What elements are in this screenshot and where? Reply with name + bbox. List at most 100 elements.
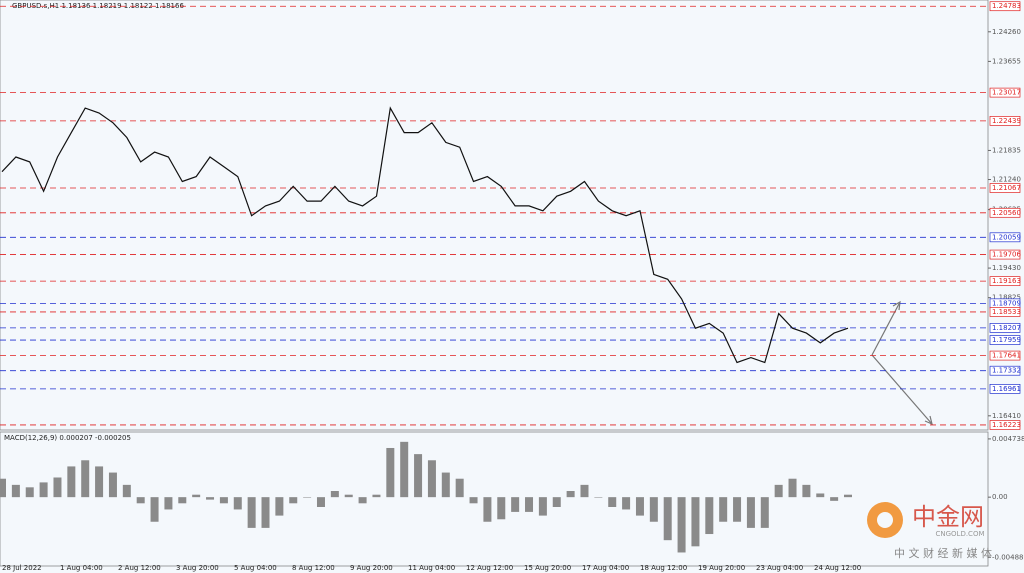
x-tick-label: 23 Aug 04:00 xyxy=(756,564,803,572)
x-tick-label: 8 Aug 12:00 xyxy=(292,564,335,572)
x-tick-label: 19 Aug 20:00 xyxy=(698,564,745,572)
level-label: 1.23017 xyxy=(992,89,1021,97)
macd-bar xyxy=(691,497,700,547)
level-label: 1.17641 xyxy=(992,352,1021,360)
x-tick-label: 5 Aug 04:00 xyxy=(234,564,277,572)
level-box xyxy=(989,276,1021,286)
level-label: 1.21067 xyxy=(992,184,1021,192)
level-box xyxy=(989,420,1021,430)
macd-bar xyxy=(733,497,742,522)
macd-bar xyxy=(441,472,450,498)
macd-bar xyxy=(289,497,298,504)
level-box xyxy=(989,87,1021,98)
macd-bar xyxy=(455,478,464,498)
macd-bar xyxy=(11,484,20,498)
macd-bar xyxy=(178,497,187,504)
macd-bar xyxy=(414,454,423,498)
brand: 中金网 xyxy=(912,503,984,531)
macd-bar xyxy=(164,497,173,510)
level-box xyxy=(989,249,1021,260)
y-tick-label: -0.004889 xyxy=(992,553,1024,561)
price-line xyxy=(1,106,849,364)
level-box xyxy=(989,335,1021,345)
macd-bar xyxy=(802,484,811,498)
x-tick-label: 18 Aug 12:00 xyxy=(640,564,687,572)
macd-bar xyxy=(372,494,381,498)
macd-bar xyxy=(53,477,62,498)
macd-bar xyxy=(67,466,76,498)
macd-bar xyxy=(483,497,492,522)
macd-bar xyxy=(150,497,159,522)
level-label: 1.18533 xyxy=(992,308,1021,316)
macd-bar xyxy=(677,497,686,553)
macd-bar xyxy=(261,497,270,528)
y-tick-label: 1.19430 xyxy=(992,264,1021,272)
macd-bar xyxy=(816,493,825,498)
level-box xyxy=(989,116,1021,126)
macd-bar xyxy=(511,497,520,512)
x-tick-label: 28 Jul 2022 xyxy=(2,564,42,572)
x-tick-label: 24 Aug 12:00 xyxy=(814,564,861,572)
x-tick-label: 15 Aug 20:00 xyxy=(524,564,571,572)
arrows xyxy=(871,300,933,426)
level-box xyxy=(989,323,1021,333)
macd-bar xyxy=(192,494,201,498)
y-tick-label: 0.00 xyxy=(992,493,1008,501)
level-label: 1.20560 xyxy=(992,209,1021,217)
y-tick-label: 1.16410 xyxy=(992,412,1021,420)
macd-bar xyxy=(39,482,48,498)
macd-bar xyxy=(95,466,104,498)
macd-bar xyxy=(427,460,436,498)
macd-bar xyxy=(649,497,658,522)
macd-bar xyxy=(622,497,631,510)
macd-bar xyxy=(525,497,534,512)
y-tick-label: 1.23655 xyxy=(992,57,1021,65)
site: CNGOLD.COM xyxy=(935,530,984,538)
x-tick-label: 2 Aug 12:00 xyxy=(118,564,161,572)
level-label: 1.20059 xyxy=(992,233,1021,241)
level-label: 1.17332 xyxy=(992,367,1021,375)
macd-bar xyxy=(469,497,478,504)
macd-bar xyxy=(247,497,256,528)
macd-bar xyxy=(136,497,145,504)
macd-bar xyxy=(25,487,34,498)
macd-bar xyxy=(844,494,852,498)
level-box xyxy=(989,350,1021,361)
y-tick-label: 1.24260 xyxy=(992,28,1021,36)
y-tick-label: 1.21240 xyxy=(992,176,1021,184)
level-box xyxy=(989,232,1021,243)
x-tick-label: 9 Aug 20:00 xyxy=(350,564,393,572)
macd-panel xyxy=(0,431,989,567)
level-label: 1.16961 xyxy=(992,385,1021,393)
level-label: 1.17959 xyxy=(992,336,1021,344)
x-tick-label: 17 Aug 04:00 xyxy=(582,564,629,572)
macd-bar xyxy=(760,497,769,528)
macd-bar xyxy=(497,497,506,520)
macd-bar xyxy=(108,472,117,498)
chart-title: GBPUSD.s,H1 1.18136 1.18219 1.18122 1.18… xyxy=(12,2,184,10)
macd-bar xyxy=(386,447,395,498)
x-tick-label: 1 Aug 04:00 xyxy=(60,564,103,572)
x-tick-label: 12 Aug 12:00 xyxy=(466,564,513,572)
macd-bar xyxy=(705,497,714,535)
macd-bar xyxy=(538,497,547,516)
level-box xyxy=(989,183,1021,193)
macd-bar xyxy=(358,497,367,504)
macd-bar xyxy=(303,497,312,498)
level-label: 1.24783 xyxy=(992,2,1021,10)
watermark: 中金网 CNGOLD.COM 中 文 财 经 新 媒 体 xyxy=(867,502,992,560)
tagline: 中 文 财 经 新 媒 体 xyxy=(894,546,992,560)
macd-bar xyxy=(566,491,575,498)
macd-bar xyxy=(316,497,325,507)
macd-bar xyxy=(830,497,839,501)
macd-title: MACD(12,26,9) 0.000207 -0.000205 xyxy=(4,434,131,442)
level-label: 1.19163 xyxy=(992,277,1021,285)
macd-bar xyxy=(663,497,672,541)
x-tick-label: 11 Aug 04:00 xyxy=(408,564,455,572)
x-tick-label: 3 Aug 20:00 xyxy=(176,564,219,572)
y-tick-label: 1.18825 xyxy=(992,294,1021,302)
macd-bar xyxy=(594,497,603,498)
macd-bar xyxy=(719,497,728,522)
y-tick-label: 1.21835 xyxy=(992,146,1021,154)
